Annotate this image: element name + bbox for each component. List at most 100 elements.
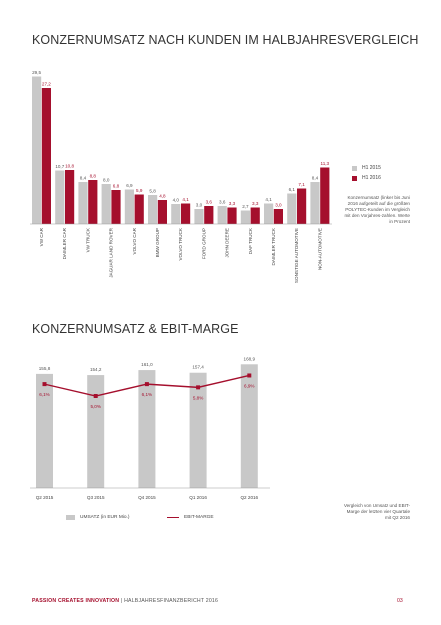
ebit-label-q2-2016: 6,9%: [244, 383, 254, 388]
ebit-label-q1-2016: 5,8%: [193, 395, 203, 400]
bar-h1-2016-daf-truck: [250, 207, 260, 224]
legend-label-h1-2016: H1 2016: [362, 175, 381, 181]
data-label-h1-2015-jaguar-land-rover: 8,0: [103, 178, 110, 183]
revenue-label-q2-2016: 168,9: [244, 356, 256, 361]
data-label-h1-2015-daf-truck: 2,7: [242, 204, 249, 209]
category-label-john-deere: JOHN DEERE: [225, 228, 230, 258]
revenue-bar-q4-2015: [138, 370, 156, 488]
data-label-h1-2015-ford-group: 3,0: [196, 203, 203, 208]
bar-h1-2015-daf-truck: [240, 210, 250, 224]
revenue-label-q4-2015: 161,0: [141, 362, 153, 367]
legend-label-ebit: EBIT-MARGE: [184, 515, 214, 520]
footer-separator: |: [119, 598, 125, 604]
ebit-point-q2-2016: [247, 373, 252, 378]
ebit-point-q1-2016: [196, 385, 201, 390]
category-label-vw-car: VW CAR: [39, 227, 44, 246]
category-label-daimler-truck: DAIMLER TRUCK: [271, 227, 276, 265]
data-label-h1-2015-non-automotive: 8,4: [312, 176, 319, 181]
revenue-label-q3-2015: 154,2: [90, 367, 102, 372]
category-label-jaguar-land-rover: JAGUAR LAND ROVER: [109, 227, 114, 277]
bar-h1-2015-vw-truck: [78, 182, 88, 224]
bar-h1-2016-sonstige-automotive: [297, 188, 307, 224]
category-label-ford-group: FORD GROUP: [201, 228, 206, 259]
bar-h1-2015-volvo-car: [124, 189, 134, 224]
footer-report: HALBJAHRESFINANZBERICHT 2016: [124, 598, 219, 604]
data-label-h1-2015-daimler-car: 10,7: [55, 164, 64, 169]
revenue-label-q2-2015: 155,8: [39, 366, 51, 371]
legend-item-ebit: EBIT-MARGE: [167, 515, 214, 520]
revenue-bar-q3-2015: [87, 375, 105, 488]
legend-item-umsatz: UMSATZ (in EUR Mio.): [66, 515, 129, 520]
data-label-h1-2015-sonstige-automotive: 6,1: [289, 187, 296, 192]
data-label-h1-2015-vw-truck: 8,4: [80, 176, 87, 181]
ebit-point-q3-2015: [93, 394, 98, 398]
legend-swatch-h1-2015: [352, 165, 357, 171]
data-label-h1-2016-ford-group: 3,6: [206, 200, 213, 205]
chart-title-customers: KONZERNUMSATZ NACH KUNDEN IM HALBJAHRESV…: [32, 33, 419, 47]
bar-h1-2015-volvo-truck: [171, 204, 181, 224]
quarter-label-q2-2015: Q2 2015: [36, 495, 54, 500]
revenue-bar-q2-2015: [36, 373, 53, 488]
bar-h1-2015-daimler-truck: [264, 203, 274, 224]
bar-h1-2016-bmw-group: [157, 200, 167, 224]
data-label-h1-2015-volvo-truck: 4,0: [173, 198, 180, 203]
category-label-daimler-car: DAIMLER CAR: [62, 227, 67, 259]
data-label-h1-2016-daf-truck: 3,3: [252, 201, 259, 206]
data-label-h1-2016-non-automotive: 11,3: [320, 161, 329, 166]
customer-bar-chart: 29,527,210,7 10,88,4 8,88,06,8 6,95,9 5,84,8…: [30, 70, 332, 283]
data-label-h1-2015-daimler-truck: 4,1: [265, 197, 272, 202]
data-label-h1-2016-vw-car: 27,2: [42, 82, 51, 87]
footer: PASSION CREATES INNOVATION | HALBJAHRESF…: [32, 598, 218, 604]
category-label-bmw-group: BMW GROUP: [155, 228, 160, 257]
data-label-h1-2016-volvo-car: 5,9: [136, 188, 143, 193]
bar-h1-2015-john-deere: [217, 206, 227, 224]
data-label-h1-2016-daimler-car: 10,8: [65, 164, 74, 169]
category-label-sonstige-automotive: SONSTIGE AUTOMOTIVE: [294, 228, 299, 283]
bar-h1-2016-daimler-truck: [273, 209, 283, 224]
legend-label-umsatz: UMSATZ (in EUR Mio.): [80, 515, 130, 520]
data-label-h1-2015-bmw-group: 5,8: [149, 189, 156, 194]
bar-h1-2015-vw-car: [32, 76, 42, 224]
legend-item-h1-2015: H1 2015: [352, 163, 381, 173]
category-label-volvo-truck: VOLVO TRUCK: [178, 227, 183, 260]
category-label-daf-truck: DAF TRUCK: [248, 227, 253, 254]
chart-title-revenue: KONZERNUMSATZ & EBIT-MARGE: [32, 322, 239, 336]
revenue-bar-q1-2016: [189, 372, 207, 488]
data-label-h1-2016-volvo-truck: 4,1: [182, 197, 189, 202]
ebit-label-q4-2015: 6,1%: [142, 392, 152, 397]
quarter-label-q2-2016: Q2 2016: [240, 495, 258, 500]
data-label-h1-2016-daimler-truck: 3,0: [275, 203, 282, 208]
ebit-point-q2-2015: [42, 382, 47, 387]
bar-h1-2015-non-automotive: [310, 182, 320, 224]
legend-swatch-ebit: [167, 516, 179, 519]
bar-h1-2015-ford-group: [194, 209, 204, 224]
ebit-label-q3-2015: 5,0%: [90, 404, 100, 409]
data-label-h1-2015-john-deere: 3,6: [219, 200, 226, 205]
quarter-label-q3-2015: Q3 2015: [87, 495, 105, 500]
ebit-margin-line: [44, 374, 250, 397]
bar-h1-2016-vw-car: [41, 88, 51, 224]
legend-item-h1-2016: H1 2016: [352, 173, 381, 183]
bar-h1-2016-ford-group: [204, 206, 214, 224]
category-label-non-automotive: NON-AUTOMOTIVE: [317, 228, 322, 270]
quarter-label-q4-2015: Q4 2015: [138, 495, 156, 500]
data-label-h1-2016-sonstige-automotive: 7,1: [298, 182, 305, 187]
data-label-h1-2016-vw-truck: 8,8: [90, 174, 97, 179]
bar-h1-2016-daimler-car: [65, 170, 75, 224]
legend-label-h1-2015: H1 2015: [362, 165, 381, 171]
footer-brand: PASSION CREATES INNOVATION: [32, 598, 120, 604]
legend-swatch-h1-2016: [352, 175, 357, 181]
bar-h1-2015-daimler-car: [55, 170, 65, 224]
ebit-label-q2-2015: 6,1%: [39, 392, 49, 397]
bar-h1-2015-jaguar-land-rover: [101, 184, 111, 224]
legend-customers: H1 2015 H1 2016: [352, 163, 381, 183]
bar-h1-2016-jaguar-land-rover: [111, 190, 121, 224]
data-label-h1-2016-jaguar-land-rover: 6,8: [113, 184, 120, 189]
bar-h1-2015-bmw-group: [148, 195, 158, 224]
category-label-volvo-car: VOLVO CAR: [132, 227, 137, 254]
bar-h1-2016-john-deere: [227, 207, 237, 224]
quarter-label-q1-2016: Q1 2016: [189, 495, 207, 500]
ebit-point-q4-2015: [144, 382, 149, 387]
bar-h1-2015-sonstige-automotive: [287, 193, 297, 224]
bar-h1-2016-vw-truck: [88, 180, 98, 224]
